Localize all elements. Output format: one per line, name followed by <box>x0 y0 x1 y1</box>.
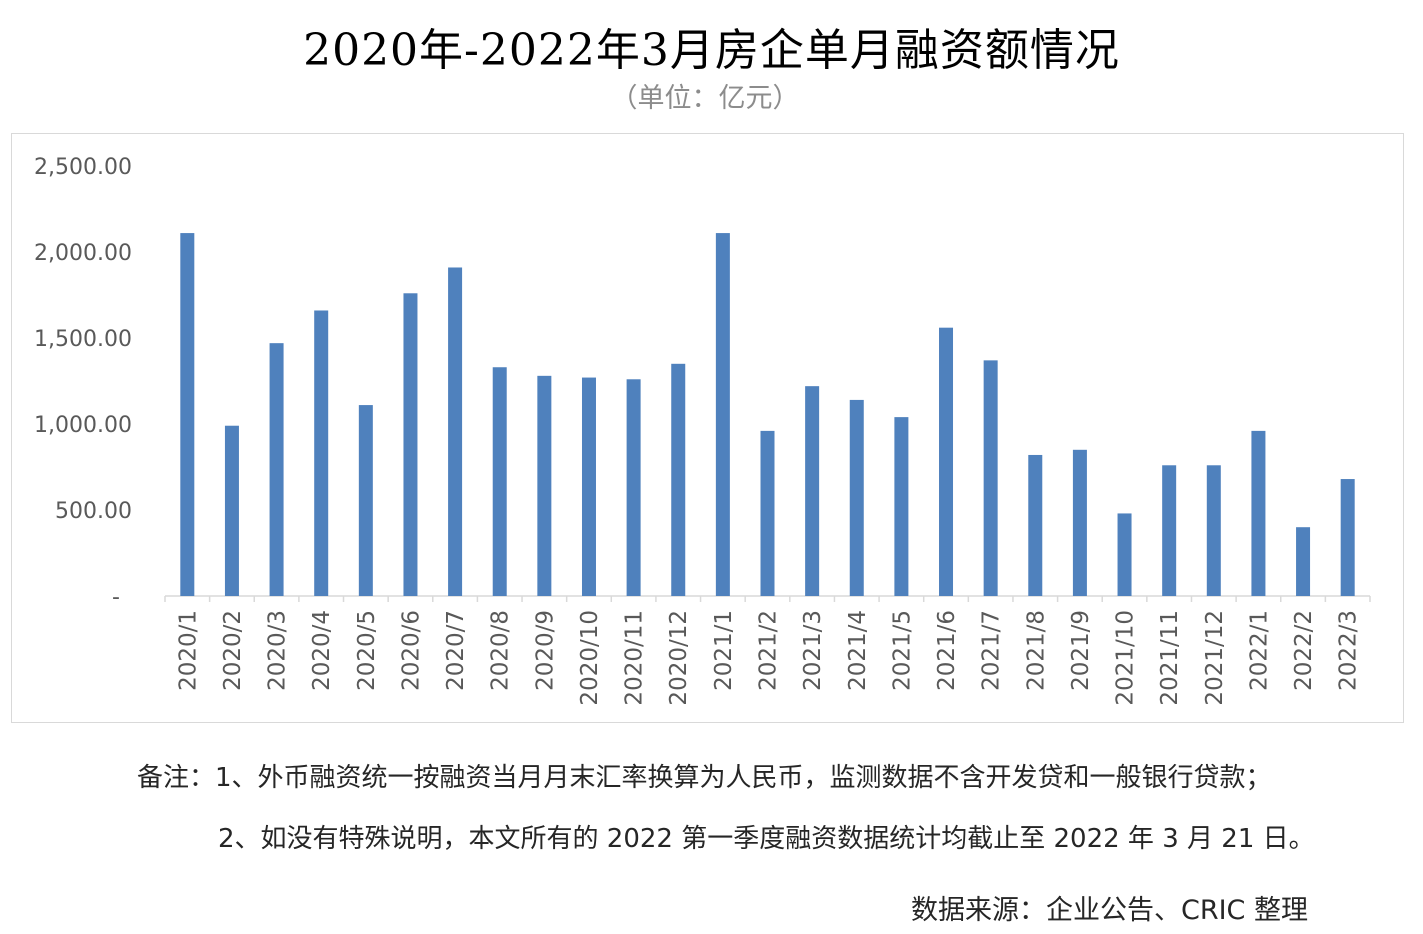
bar <box>224 425 239 596</box>
bar <box>894 417 909 596</box>
bar <box>581 377 596 596</box>
x-tick-label: 2021/12 <box>1202 610 1228 706</box>
unit-label: （单位：亿元） <box>610 83 800 114</box>
x-tick-label: 2020/10 <box>577 610 603 706</box>
bar <box>1296 527 1311 596</box>
bar <box>1206 465 1221 596</box>
chart-area: - 500.00 1,000.00 1,500.00 2,000.00 2,500.00 2… <box>11 133 1404 723</box>
chart-title: 2020年-2022年3月房企单月融资额情况 <box>303 25 1120 76</box>
bar <box>805 386 820 596</box>
x-tick-label: 2020/5 <box>354 610 380 691</box>
bar <box>939 327 954 596</box>
bar <box>1340 479 1355 596</box>
footnote-2: 2、如没有特殊说明，本文所有的 2022 第一季度融资数据统计均截止至 2022… <box>218 824 1315 854</box>
x-tick-label: 2020/9 <box>532 610 558 691</box>
bar <box>314 310 329 596</box>
y-tick-label: 1,500.00 <box>34 327 132 352</box>
x-tick-label: 2020/12 <box>666 610 692 706</box>
x-tick-label: 2020/3 <box>265 610 291 691</box>
bar <box>715 233 730 596</box>
x-tick-label: 2021/2 <box>756 610 782 691</box>
x-tick-label: 2020/6 <box>398 610 424 691</box>
y-tick-label: 500.00 <box>55 499 132 524</box>
x-tick-label: 2020/7 <box>443 610 469 691</box>
bar <box>1117 513 1132 596</box>
x-tick-label: 2021/7 <box>979 610 1005 691</box>
bar <box>1072 449 1087 596</box>
x-tick-label: 2020/1 <box>175 610 201 691</box>
x-tick-label: 2021/8 <box>1023 610 1049 691</box>
y-tick-label: 1,000.00 <box>34 413 132 438</box>
bar <box>1251 430 1266 596</box>
y-tick-label: - <box>112 585 120 610</box>
bar <box>492 367 507 596</box>
x-tick-label: 2022/1 <box>1246 610 1272 691</box>
bar <box>983 360 998 596</box>
bar <box>1028 454 1043 596</box>
x-tick-label: 2021/6 <box>934 610 960 691</box>
y-tick-label: 2,500.00 <box>34 155 132 180</box>
x-tick-label: 2021/1 <box>711 610 737 691</box>
footnote-1: 备注：1、外币融资统一按融资当月月末汇率换算为人民币，监测数据不含开发贷和一般银… <box>137 763 1272 793</box>
bar <box>1162 465 1177 596</box>
bar <box>448 267 463 596</box>
x-tick-label: 2021/3 <box>800 610 826 691</box>
bar <box>849 399 864 596</box>
bar <box>537 375 552 596</box>
x-tick-label: 2021/11 <box>1157 610 1183 706</box>
x-tick-label: 2020/4 <box>309 610 335 691</box>
bar <box>403 293 418 596</box>
bar <box>760 430 775 596</box>
x-tick-label: 2021/10 <box>1113 610 1139 706</box>
x-tick-label: 2022/3 <box>1336 610 1362 691</box>
x-tick-label: 2021/5 <box>889 610 915 691</box>
x-tick-label: 2021/4 <box>845 610 871 691</box>
bar-chart: - 500.00 1,000.00 1,500.00 2,000.00 2,500.00 2… <box>34 155 1371 706</box>
bar <box>180 233 195 596</box>
y-tick-label: 2,000.00 <box>34 241 132 266</box>
bar <box>671 363 686 596</box>
bar <box>358 405 373 596</box>
x-tick-label: 2021/9 <box>1068 610 1094 691</box>
x-tick-label: 2020/8 <box>488 610 514 691</box>
x-tick-label: 2020/2 <box>220 610 246 691</box>
bar <box>269 343 284 596</box>
x-tick-label: 2020/11 <box>622 610 648 706</box>
data-source: 数据来源：企业公告、CRIC 整理 <box>910 895 1308 926</box>
x-tick-label: 2022/2 <box>1291 610 1317 691</box>
bar <box>626 379 641 596</box>
